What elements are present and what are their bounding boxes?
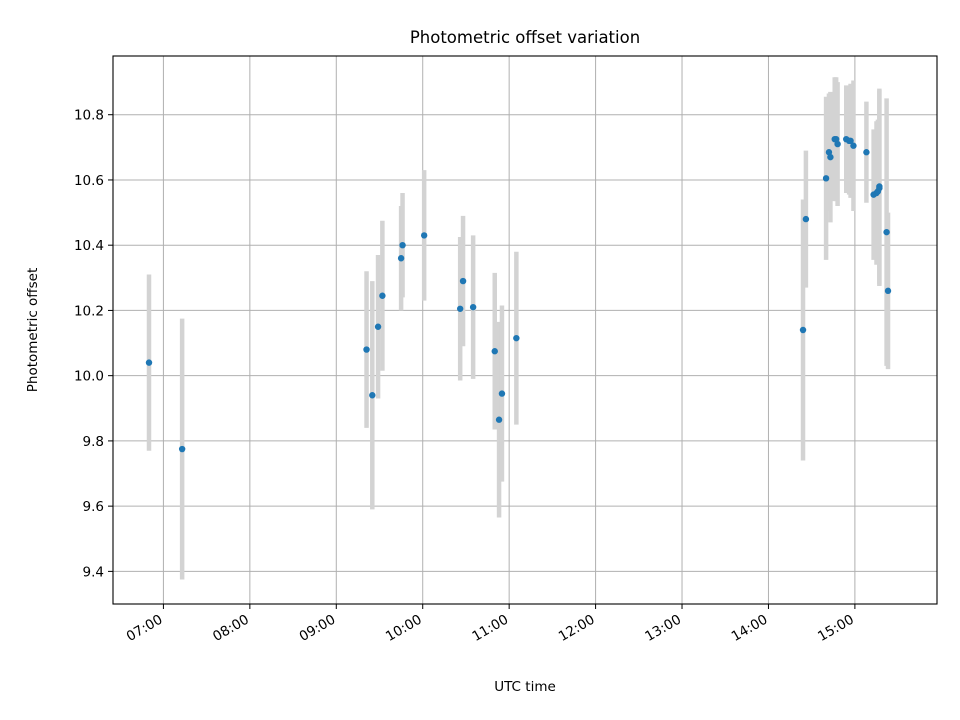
data-point <box>883 228 890 236</box>
data-point <box>374 323 382 330</box>
x-axis-label: UTC time <box>494 679 556 695</box>
data-point <box>799 326 807 334</box>
y-tick-label: 10.6 <box>74 173 104 189</box>
y-tick-label: 10.0 <box>74 369 104 385</box>
data-point <box>513 334 520 342</box>
data-point <box>397 255 405 262</box>
data-point <box>850 142 857 149</box>
data-point <box>876 183 883 190</box>
data-point <box>363 346 370 353</box>
y-axis-ticks: 9.4 9.6 9.8 10.0 10.2 10.4 10.6 10.8 <box>74 108 113 580</box>
data-point <box>145 359 153 366</box>
chart-title: Photometric offset variation <box>410 28 640 47</box>
data-point <box>847 137 854 145</box>
data-point <box>827 153 834 161</box>
y-tick-label: 9.8 <box>83 434 104 450</box>
data-point <box>498 390 506 397</box>
data-point <box>822 175 830 182</box>
data-point <box>832 135 840 143</box>
data-points <box>145 135 892 453</box>
data-point <box>178 445 186 453</box>
data-point <box>495 416 503 423</box>
data-point <box>379 292 386 299</box>
y-tick-label: 10.8 <box>74 108 104 124</box>
data-point <box>884 287 892 295</box>
y-tick-label: 9.4 <box>83 564 104 580</box>
data-point <box>834 140 841 148</box>
grid <box>113 56 937 604</box>
y-tick-label: 9.6 <box>83 499 104 515</box>
y-tick-label: 10.2 <box>74 303 104 319</box>
data-point <box>399 241 406 249</box>
y-tick-label: 10.4 <box>74 238 104 254</box>
data-point <box>459 277 467 285</box>
data-point <box>456 305 464 312</box>
data-point <box>802 215 810 223</box>
data-point <box>825 149 833 156</box>
data-point <box>491 348 498 355</box>
data-point <box>420 232 428 239</box>
data-point <box>469 303 477 311</box>
data-point <box>369 392 376 399</box>
y-axis-label: Photometric offset <box>25 268 41 392</box>
data-point <box>863 149 870 156</box>
plot-frame <box>112 55 938 605</box>
